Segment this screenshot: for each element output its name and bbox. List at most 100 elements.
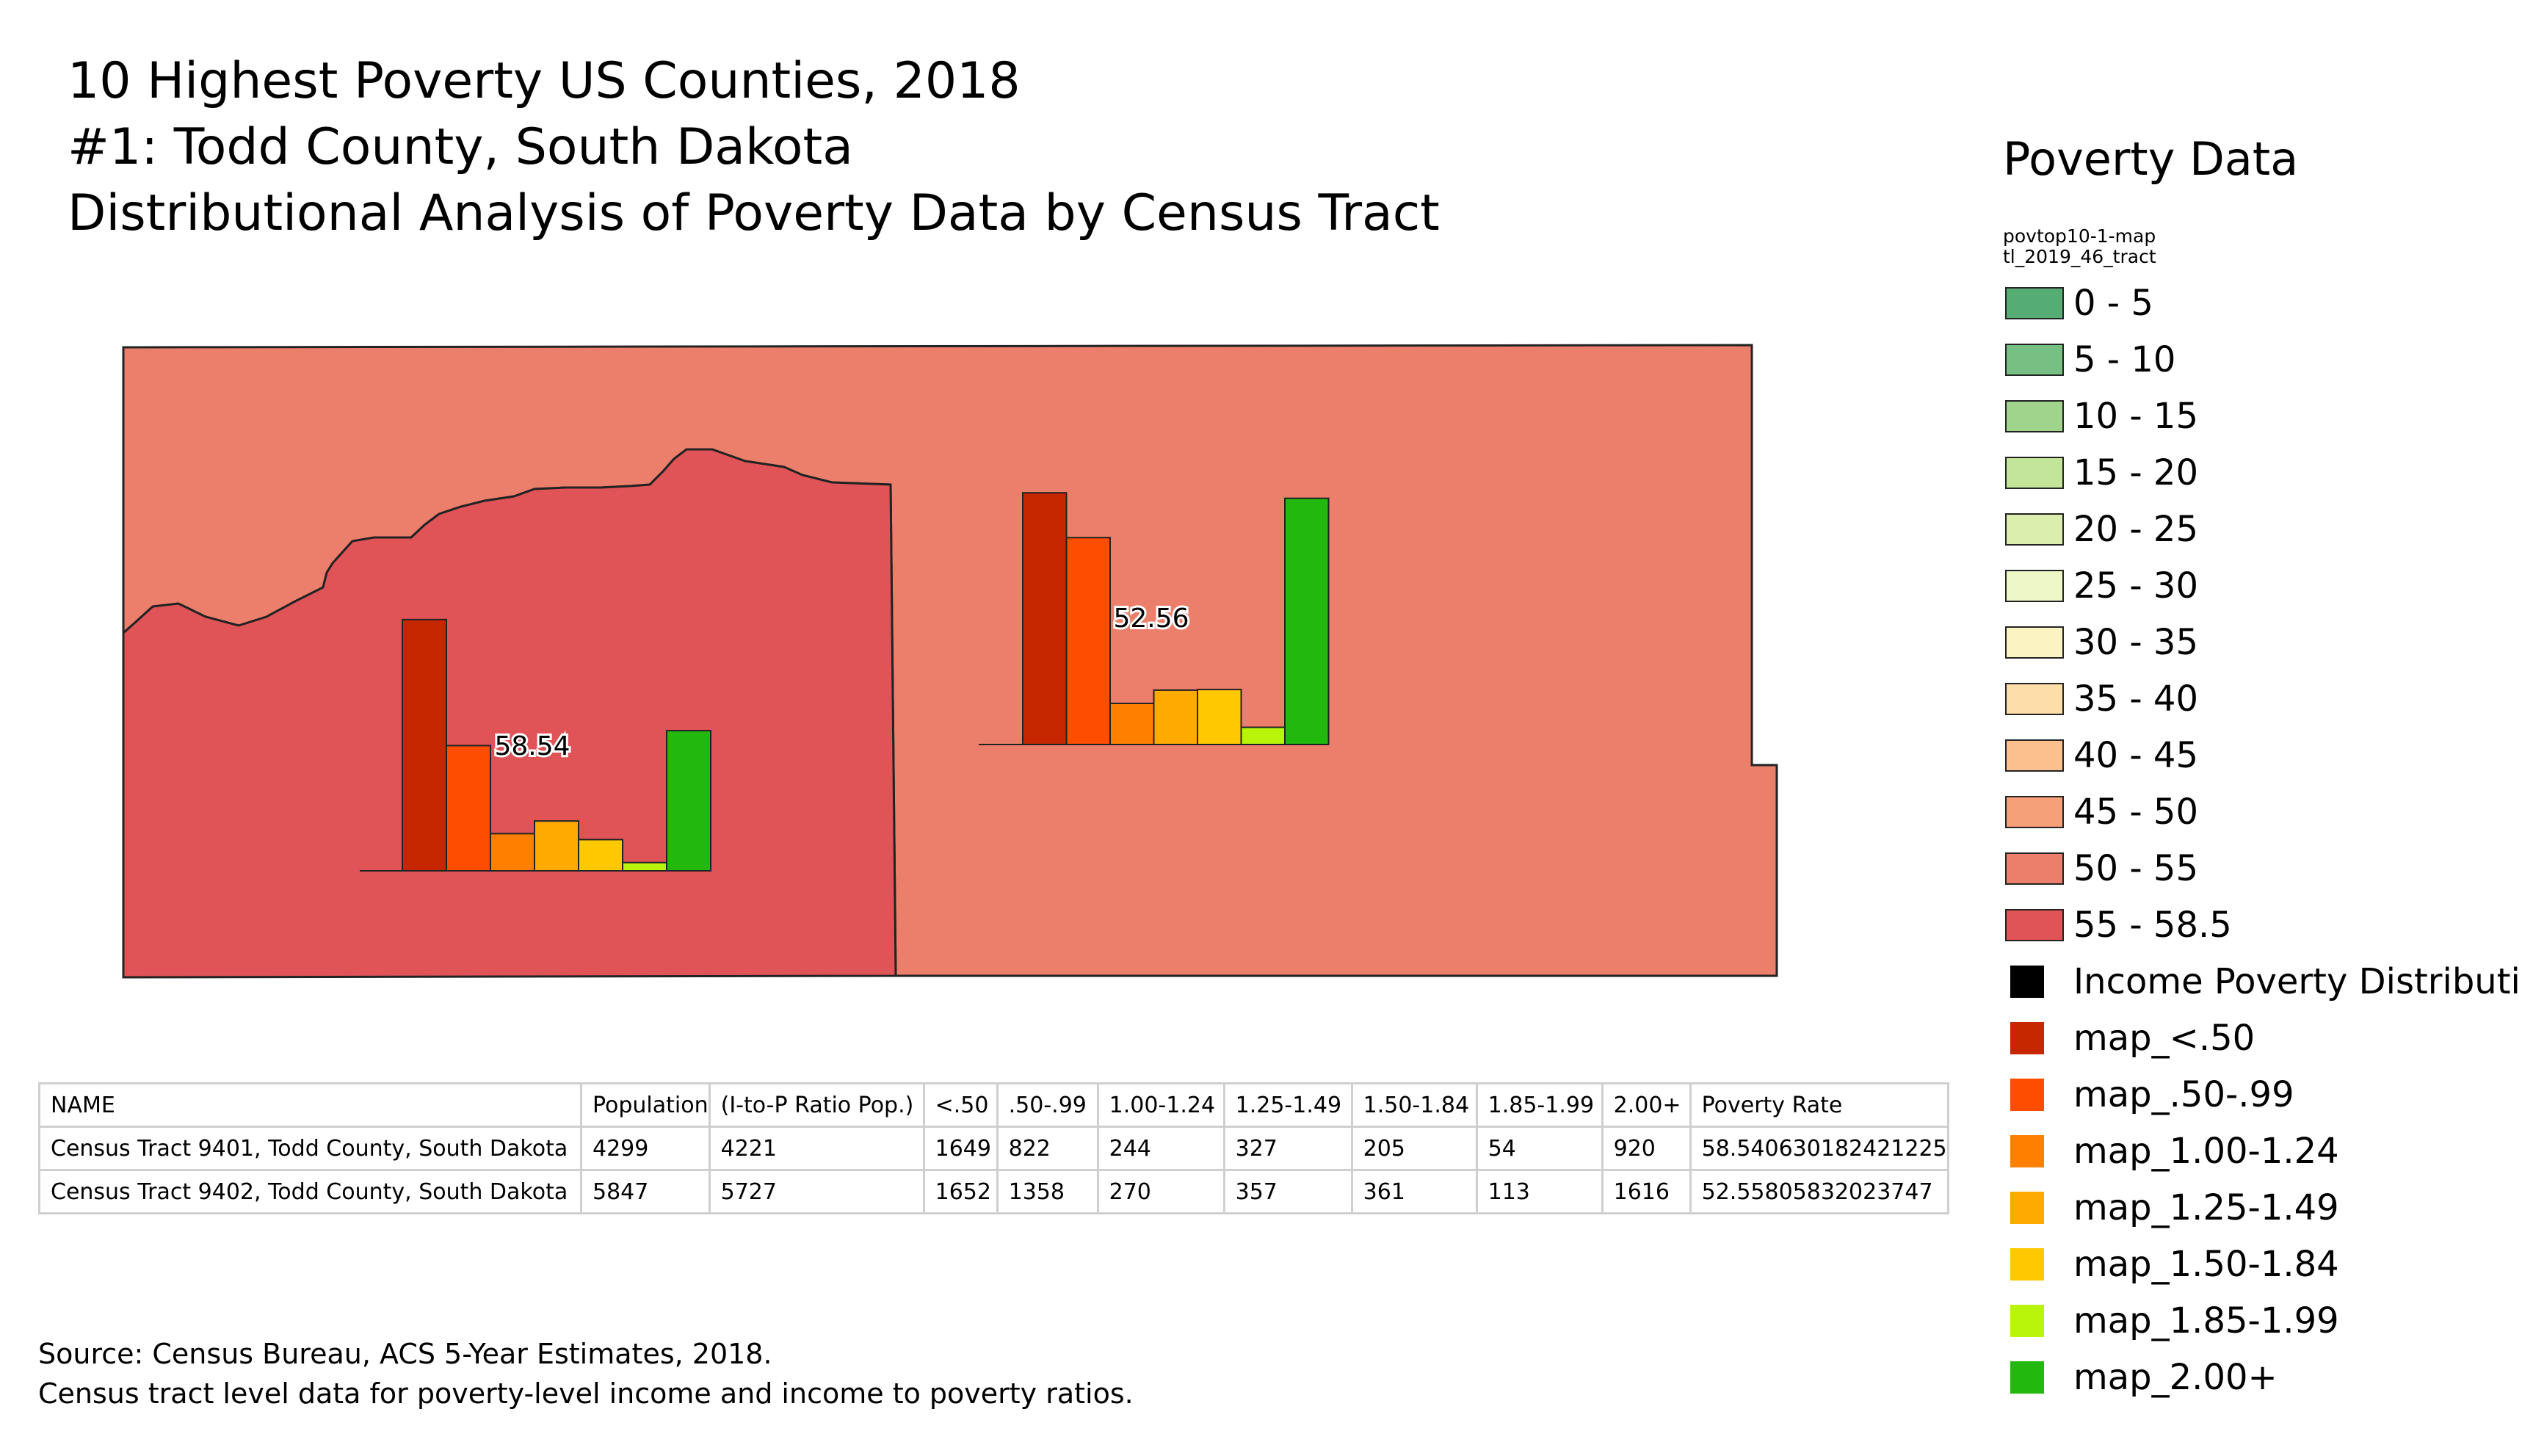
distribution-bar [1197, 689, 1242, 746]
header-lt-50: <.50 [922, 1082, 999, 1128]
legend-label: 55 - 58.5 [2073, 905, 2232, 946]
legend-label: 0 - 5 [2073, 283, 2153, 324]
legend-label: map_.50-.99 [2073, 1074, 2294, 1115]
tract-9401-poverty-label: 58.54 [494, 731, 570, 761]
legend-swatch [2005, 457, 2064, 489]
legend-swatch [2005, 287, 2064, 319]
legend-swatch [2005, 909, 2064, 941]
cell-200-plus: 1616 [1601, 1169, 1692, 1214]
cell-poverty-rate: 58.540630182421225 [1689, 1126, 1949, 1171]
cell-lt-50: 1649 [922, 1126, 999, 1171]
legend-swatch [2005, 852, 2064, 885]
tract-data-table: NAME Population (I-to-P Ratio Pop.) <.50… [38, 1082, 1949, 1214]
cell-itop-pop: 5727 [708, 1169, 925, 1214]
legend-swatch [2010, 1361, 2044, 1394]
header-100-124: 1.00-1.24 [1096, 1082, 1225, 1128]
cell-poverty-rate: 52.55805832023747 [1689, 1169, 1949, 1214]
legend-swatch [2005, 513, 2064, 546]
header-200-plus: 2.00+ [1601, 1082, 1692, 1128]
header-125-149: 1.25-1.49 [1222, 1082, 1353, 1128]
header-itop-pop: (I-to-P Ratio Pop.) [708, 1082, 925, 1128]
table-row: Census Tract 9402, Todd County, South Da… [38, 1169, 1949, 1214]
distribution-bar [1022, 492, 1068, 746]
cell-name: Census Tract 9402, Todd County, South Da… [38, 1169, 582, 1214]
header-poverty-rate: Poverty Rate [1689, 1082, 1949, 1128]
legend-label: map_1.25-1.49 [2073, 1187, 2339, 1228]
legend-swatch [2005, 683, 2064, 715]
legend-swatch [2010, 1022, 2044, 1054]
cell-100-124: 244 [1096, 1126, 1225, 1171]
table-row: Census Tract 9401, Todd County, South Da… [38, 1126, 1949, 1171]
table-header-row: NAME Population (I-to-P Ratio Pop.) <.50… [38, 1082, 1949, 1128]
header-name: NAME [38, 1082, 582, 1128]
legend-label: 15 - 20 [2073, 452, 2198, 493]
distribution-bar [622, 861, 667, 872]
legend-swatch [2005, 626, 2064, 659]
header-50-99: .50-.99 [996, 1082, 1099, 1128]
cell-lt-50: 1652 [922, 1169, 999, 1214]
distribution-bar [578, 839, 623, 872]
map-title: 10 Highest Poverty US Counties, 2018 #1:… [68, 48, 1440, 247]
legend-swatch [2010, 1135, 2044, 1167]
legend-label: map_1.00-1.24 [2073, 1131, 2339, 1172]
cell-100-124: 270 [1096, 1169, 1225, 1214]
legend-swatch [2010, 1079, 2044, 1111]
header-185-199: 1.85-1.99 [1475, 1082, 1604, 1128]
distribution-bar [534, 820, 579, 872]
legend-swatch [2010, 1305, 2044, 1337]
legend-swatch [2010, 1192, 2044, 1224]
legend-label: 5 - 10 [2073, 339, 2176, 380]
legend-label: map_2.00+ [2073, 1357, 2278, 1398]
title-line-1: 10 Highest Poverty US Counties, 2018 [68, 52, 1021, 110]
legend-layer-names: povtop10-1-map tl_2019_46_tract [2003, 226, 2156, 267]
distribution-bar [1240, 726, 1286, 745]
distribution-bar [1284, 497, 1330, 745]
header-population: Population [580, 1082, 711, 1128]
distribution-bar [1065, 537, 1111, 746]
legend-label: map_1.50-1.84 [2073, 1244, 2339, 1285]
title-line-2: #1: Todd County, South Dakota [68, 118, 853, 176]
legend-label: 30 - 35 [2073, 622, 2198, 663]
legend-label: 45 - 50 [2073, 792, 2198, 833]
legend-swatch [2005, 570, 2064, 602]
legend-label: 50 - 55 [2073, 848, 2198, 889]
cell-150-184: 361 [1350, 1169, 1478, 1214]
legend-label: Income Poverty Distribution [2073, 961, 2522, 1002]
legend-swatch [2005, 344, 2064, 376]
distribution-bar [1153, 689, 1198, 745]
legend-label: map_1.85-1.99 [2073, 1300, 2339, 1341]
tract-9401-distribution-chart [360, 618, 711, 872]
legend-layer-name-1: povtop10-1-map [2003, 225, 2156, 247]
legend-label: 40 - 45 [2073, 735, 2198, 776]
legend-swatch [2010, 966, 2044, 998]
cell-50-99: 822 [996, 1126, 1099, 1171]
cell-185-199: 54 [1475, 1126, 1604, 1171]
cell-125-149: 327 [1222, 1126, 1353, 1171]
cell-population: 4299 [580, 1126, 711, 1171]
legend-swatch [2005, 796, 2064, 828]
source-note: Source: Census Bureau, ACS 5-Year Estima… [38, 1334, 1134, 1413]
legend-label: 25 - 30 [2073, 565, 2198, 606]
legend-swatch [2010, 1248, 2044, 1281]
cell-185-199: 113 [1475, 1169, 1604, 1214]
legend-label: 35 - 40 [2073, 678, 2198, 720]
distribution-bar [402, 618, 447, 872]
legend-swatch [2005, 400, 2064, 432]
legend-layer-name-2: tl_2019_46_tract [2003, 246, 2156, 267]
source-line-2: Census tract level data for poverty-leve… [38, 1377, 1134, 1410]
source-line-1: Source: Census Bureau, ACS 5-Year Estima… [38, 1338, 772, 1370]
legend-label: 20 - 25 [2073, 509, 2198, 550]
cell-population: 5847 [580, 1169, 711, 1214]
distribution-bar [446, 745, 491, 872]
legend-label: 10 - 15 [2073, 396, 2198, 437]
distribution-bar [1109, 702, 1155, 745]
cell-125-149: 357 [1222, 1169, 1353, 1214]
cell-200-plus: 920 [1601, 1126, 1692, 1171]
distribution-bar [490, 833, 535, 872]
legend-label: map_<.50 [2073, 1018, 2255, 1059]
distribution-bar [666, 730, 711, 872]
title-line-3: Distributional Analysis of Poverty Data … [68, 184, 1440, 242]
tract-9402-distribution-chart [979, 492, 1330, 746]
legend-swatch [2005, 739, 2064, 772]
